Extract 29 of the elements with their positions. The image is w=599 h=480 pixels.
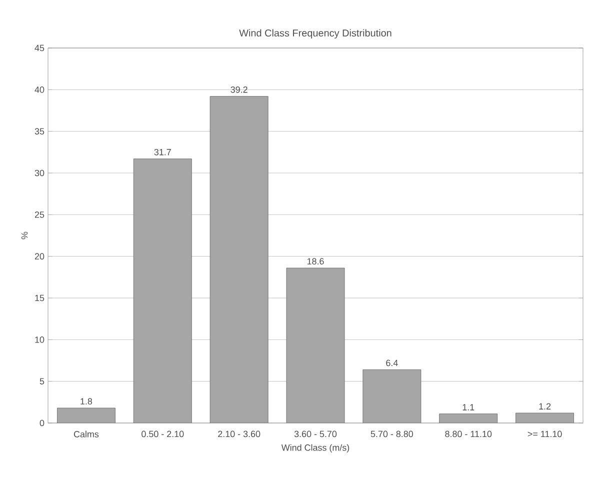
bar [439,414,498,423]
y-tick-label: 40 [34,86,44,93]
data-label: 18.6 [307,258,324,264]
y-tick-label: 30 [34,170,44,176]
x-tick-label: Calms [74,430,99,438]
y-tick-label: 35 [34,128,44,135]
y-tick-label: 0 [40,420,44,426]
x-tick-label: 3.60 - 5.70 [294,430,337,438]
x-tick-label: 5.70 - 8.80 [370,430,414,438]
data-label: 6.4 [386,360,398,366]
y-tick-label: 5 [40,378,44,384]
x-tick-label: >= 11.10 [528,430,562,438]
x-tick-label: 8.80 - 11.10 [445,430,492,438]
y-tick-label: 45 [34,44,44,52]
data-label: 1.8 [80,398,92,404]
y-tick-label: 15 [35,294,44,302]
x-tick-label: 0.50 - 2.10 [142,430,184,438]
x-tick-label: 2.10 - 3.60 [218,430,260,438]
bar [57,408,116,423]
chart-title: Wind Class Frequency Distribution [239,29,392,38]
y-axis-title: % [21,232,28,240]
y-tick-label: 25 [34,211,44,218]
data-label: 1.2 [539,403,551,410]
data-label: 39.2 [230,86,248,93]
x-axis-title: Wind Class (m/s) [281,444,350,453]
y-tick-label: 10 [35,336,44,343]
y-tick-label: 20 [34,253,44,260]
data-label: 31.7 [154,148,171,156]
data-label: 1.1 [462,404,474,410]
